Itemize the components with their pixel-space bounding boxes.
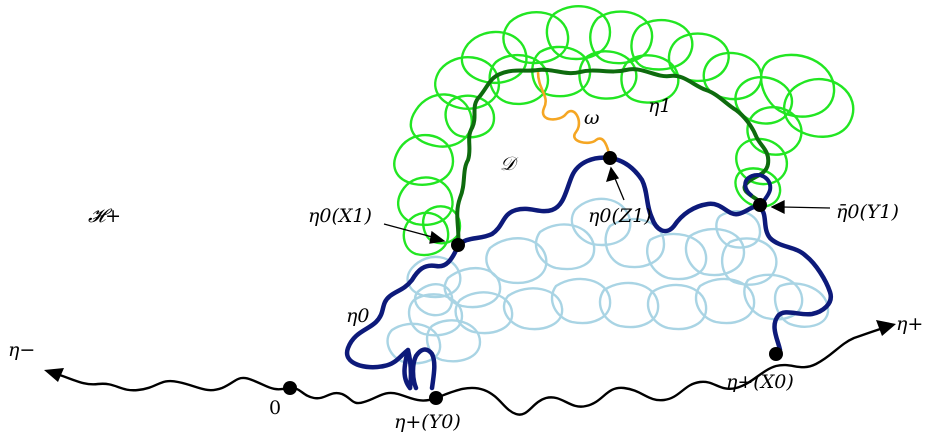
label-H-plus: 𝓗+ [88, 205, 121, 227]
label-eta0bar-Y1: η̄0(Y1) [836, 201, 899, 223]
eta1-loops [393, 5, 855, 257]
eta0-curve [344, 155, 834, 391]
label-eta-plus: η+ [896, 313, 923, 335]
label-eta0: η0 [346, 305, 369, 327]
point-eta0-Z1 [603, 151, 617, 165]
label-eta1: η1 [648, 95, 671, 117]
label-eta-minus: η− [8, 339, 35, 361]
point-eta-plus-X0 [769, 347, 783, 361]
point-eta0bar-Y1 [753, 198, 767, 212]
eta0-loops [386, 197, 830, 365]
label-eta-plus-X0: η+(X0) [726, 371, 794, 393]
point-eta-plus-Y0 [429, 391, 443, 405]
annotation-arrows [383, 166, 831, 244]
label-zero: 0 [269, 397, 281, 419]
baseline-right-arrowhead [876, 320, 896, 336]
label-omega: ω [584, 107, 600, 129]
eta1-curve [455, 67, 771, 247]
point-eta0-X1 [451, 238, 465, 252]
baseline-left-arrowhead [44, 368, 64, 382]
eta0-curve-right-hook [743, 173, 773, 208]
omega-path [536, 71, 612, 159]
label-eta-plus-Y0: η+(Y0) [394, 411, 461, 433]
eta0-curve-left-leg [402, 347, 437, 391]
label-eta0-X1: η0(X1) [308, 205, 372, 227]
label-eta0-Z1: η0(Z1) [588, 205, 652, 227]
baseline-curve [49, 324, 891, 416]
marked-points [283, 151, 783, 405]
point-zero [283, 381, 297, 395]
label-domain-D: 𝒟 [500, 153, 519, 175]
